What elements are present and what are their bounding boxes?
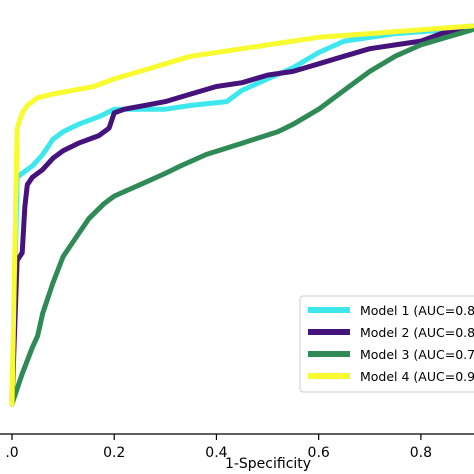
legend-box <box>299 295 474 393</box>
x-tick-label: 0.6 <box>308 445 330 461</box>
legend: Model 1 (AUC=0.8 Model 2 (AUC=0.8 Model 3 … <box>299 295 474 393</box>
x-tick-label: 0.8 <box>410 445 432 461</box>
legend-label-model-4: Model 4 (AUC=0.9 <box>360 369 474 384</box>
x-tick-label: 0.2 <box>103 445 125 461</box>
axes-layer: .0 0.2 0.4 0.6 0.8 1-Specificity <box>0 433 474 472</box>
legend-label-model-3: Model 3 (AUC=0.7 <box>360 347 474 362</box>
series-line-model-1 <box>9 23 474 407</box>
x-axis-title: 1-Specificity <box>225 456 311 472</box>
plot-area <box>9 23 474 407</box>
x-tick-label: .0 <box>5 445 18 461</box>
series-line-model-4 <box>9 23 474 407</box>
x-ticks: .0 0.2 0.4 0.6 0.8 <box>5 434 432 461</box>
series-layer <box>9 23 474 407</box>
legend-items: Model 1 (AUC=0.8 Model 2 (AUC=0.8 Model 3 … <box>308 303 474 384</box>
x-tick-label: 0.4 <box>205 445 227 461</box>
legend-label-model-2: Model 2 (AUC=0.8 <box>360 325 474 340</box>
legend-label-model-1: Model 1 (AUC=0.8 <box>360 303 474 318</box>
series-line-model-2 <box>9 23 474 407</box>
series-line-model-3 <box>9 27 474 407</box>
